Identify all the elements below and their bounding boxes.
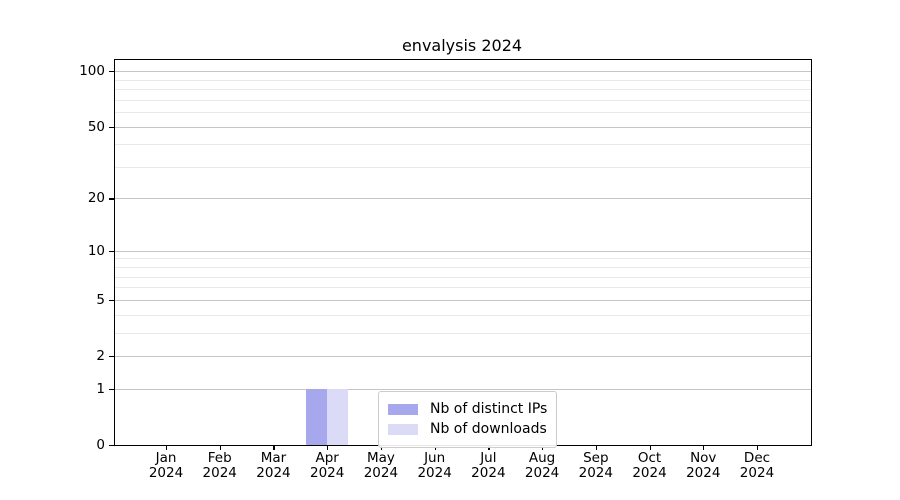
- gridline-major: [115, 356, 811, 357]
- gridline-minor: [115, 99, 811, 101]
- gridline-major: [115, 198, 811, 200]
- x-axis-tick: [703, 445, 705, 450]
- x-tick-label: Oct 2024: [622, 451, 678, 481]
- x-tick-label-year: 2024: [739, 465, 775, 481]
- legend-swatch: [388, 404, 418, 415]
- gridline-minor: [115, 144, 811, 146]
- x-axis-tick: [649, 445, 651, 450]
- y-axis-tick: [109, 388, 114, 391]
- x-tick-label-year: 2024: [309, 465, 345, 481]
- x-tick-label-month: Oct: [637, 450, 662, 466]
- gridline-minor: [115, 332, 811, 334]
- x-tick-label: Aug 2024: [514, 451, 570, 481]
- gridline-major: [115, 299, 811, 301]
- x-tick-label: Sep 2024: [568, 451, 624, 481]
- legend-item: Nb of downloads: [388, 420, 547, 439]
- x-tick-label-year: 2024: [578, 465, 613, 481]
- x-tick-label-month: Sep: [583, 450, 609, 466]
- x-tick-label: Jan 2024: [138, 451, 194, 481]
- y-axis-tick: [109, 250, 114, 252]
- x-tick-label-month: Feb: [207, 450, 232, 466]
- x-tick-label-year: 2024: [256, 465, 291, 481]
- x-tick-label: Nov 2024: [675, 451, 731, 481]
- x-axis-tick: [595, 445, 597, 450]
- y-tick-label: 20: [87, 190, 105, 207]
- y-axis-tick: [109, 299, 114, 302]
- x-tick-label: Apr 2024: [299, 451, 355, 481]
- gridline-minor: [115, 166, 811, 168]
- x-tick-label-month: Aug: [528, 450, 556, 466]
- x-tick-label-year: 2024: [686, 465, 721, 481]
- y-axis-tick: [109, 445, 114, 447]
- x-tick-label-month: Dec: [743, 450, 771, 466]
- x-tick-label: May 2024: [353, 451, 409, 481]
- x-tick-label: Jun 2024: [407, 451, 463, 481]
- x-axis-tick: [219, 445, 221, 450]
- y-axis-tick: [109, 356, 114, 358]
- y-tick-label: 10: [87, 242, 105, 259]
- x-tick-label-month: Jun: [424, 450, 446, 466]
- y-tick-label: 1: [96, 380, 105, 397]
- x-tick-label: Feb 2024: [192, 451, 248, 481]
- gridline-minor: [115, 287, 811, 289]
- x-tick-label-month: Jul: [480, 450, 497, 466]
- y-tick-label: 0: [96, 437, 105, 453]
- gridline-minor: [115, 89, 811, 91]
- legend: Nb of distinct IPs Nb of downloads: [378, 391, 558, 448]
- y-axis-tick: [109, 126, 114, 128]
- gridline-major: [115, 388, 811, 390]
- bar-downloads: [327, 388, 349, 445]
- y-tick-label: 100: [79, 63, 105, 80]
- x-tick-label: Dec 2024: [729, 451, 785, 481]
- legend-swatch: [388, 424, 418, 435]
- gridline-minor: [115, 276, 811, 278]
- y-axis-tick: [109, 71, 114, 73]
- legend-label: Nb of downloads: [430, 421, 547, 437]
- x-tick-label-month: Nov: [690, 450, 717, 466]
- gridline-minor: [115, 258, 811, 260]
- plot-area: [114, 59, 812, 446]
- x-tick-label-month: Jan: [155, 450, 177, 466]
- x-tick-label-year: 2024: [524, 465, 560, 481]
- gridline-major: [115, 250, 811, 252]
- y-axis-tick: [109, 198, 114, 200]
- chart-title: envalysis 2024: [401, 36, 523, 55]
- x-tick-label-year: 2024: [202, 465, 237, 481]
- bar-distinct-ips: [306, 388, 328, 445]
- x-axis-tick: [166, 445, 168, 450]
- x-tick-label: Jul 2024: [460, 451, 516, 481]
- x-axis-tick: [327, 445, 329, 450]
- y-tick-label: 5: [96, 291, 105, 308]
- legend-label: Nb of distinct IPs: [430, 401, 548, 417]
- x-tick-label-year: 2024: [417, 465, 452, 481]
- x-axis-tick: [273, 445, 275, 450]
- x-tick-label-year: 2024: [632, 465, 667, 481]
- y-tick-label: 50: [87, 118, 105, 135]
- gridline-minor: [115, 112, 811, 114]
- x-tick-label-year: 2024: [148, 465, 184, 481]
- x-tick-label-year: 2024: [363, 465, 399, 481]
- gridline-minor: [115, 267, 811, 269]
- x-tick-label-month: May: [366, 450, 395, 466]
- gridline-major: [115, 126, 811, 128]
- x-tick-label-month: Mar: [260, 450, 287, 466]
- gridline-minor: [115, 314, 811, 316]
- x-tick-label: Mar 2024: [245, 451, 301, 481]
- gridline-major: [115, 71, 811, 73]
- gridline-minor: [115, 79, 811, 81]
- x-axis-tick: [756, 445, 759, 450]
- x-tick-label-year: 2024: [471, 465, 506, 481]
- legend-item: Nb of distinct IPs: [388, 400, 547, 419]
- x-tick-label-month: Apr: [315, 450, 339, 466]
- y-tick-label: 2: [96, 348, 105, 364]
